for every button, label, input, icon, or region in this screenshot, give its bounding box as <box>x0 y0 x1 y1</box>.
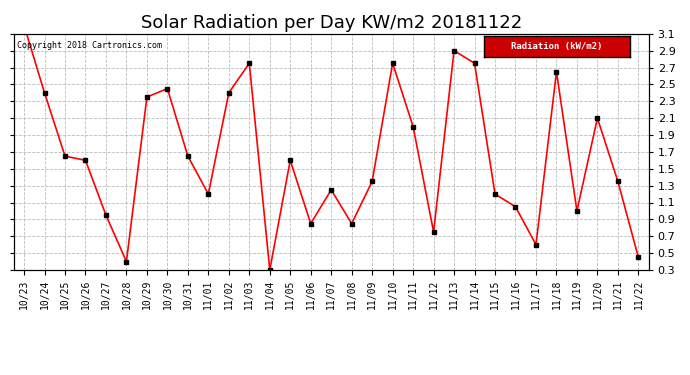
Title: Solar Radiation per Day KW/m2 20181122: Solar Radiation per Day KW/m2 20181122 <box>141 14 522 32</box>
Text: Copyright 2018 Cartronics.com: Copyright 2018 Cartronics.com <box>17 41 162 50</box>
